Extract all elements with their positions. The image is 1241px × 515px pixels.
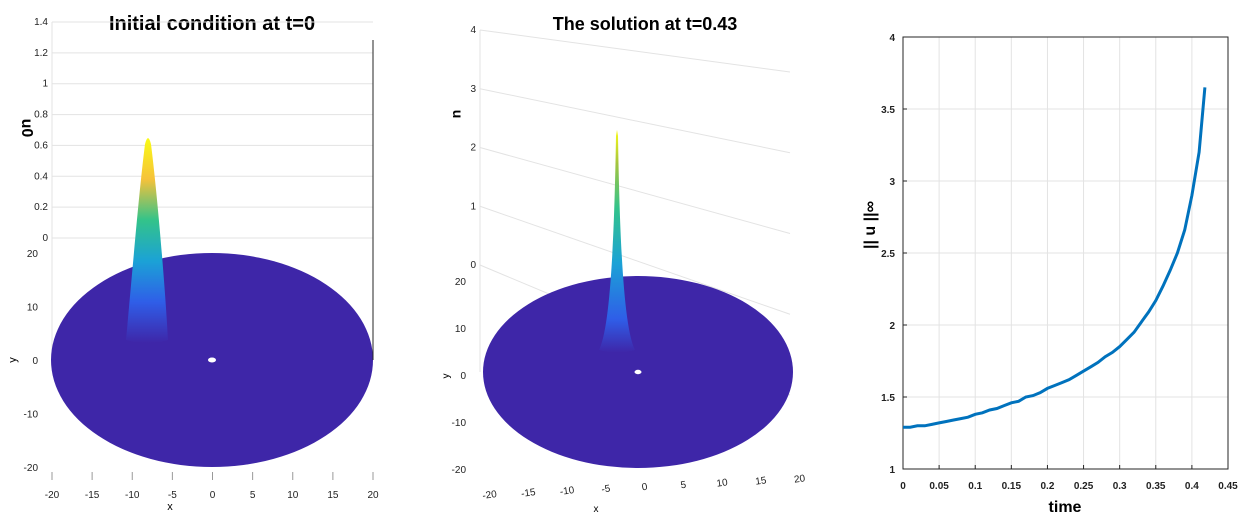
panel2-z-tick-label: 3: [470, 84, 476, 95]
panel3-y-tick-label: 1.5: [881, 393, 895, 404]
panel3-x-tick-label: 0.1: [968, 481, 982, 492]
panel2-x-tick-label: 0: [641, 482, 648, 494]
panel2-y-ticks: -20 -10 0 10 20: [452, 277, 467, 476]
panel3-y-tick-label: 4: [889, 33, 895, 44]
panel2-z-tick-label: 4: [470, 25, 476, 36]
panel1-surface-peak: [126, 138, 168, 343]
panel1-x-tick-label: -20: [45, 490, 60, 501]
panel1-z-tick-label: 0.4: [34, 171, 48, 182]
panel1-y-tick-label: 0: [32, 356, 38, 367]
panel2-y-tick-label: 10: [455, 324, 467, 335]
panel1-y-tick-label: -20: [24, 463, 39, 474]
panel2-y-tick-label: -10: [452, 418, 467, 429]
panel1-z-tick-label: 1.4: [34, 17, 48, 28]
panel1-x-label: x: [167, 501, 173, 513]
panel3-x-tick-label: 0.4: [1185, 481, 1199, 492]
panel2-y-label: y: [441, 374, 452, 379]
panel3-y-tick-label: 2: [889, 321, 895, 332]
panel1-z-ticks: 0 0.2 0.4 0.6 0.8 1 1.2 1.4: [34, 17, 48, 244]
panel2-x-tick-label: -20: [482, 489, 498, 502]
panel1-x-tick-label: 10: [287, 490, 299, 501]
panel3-x-label: time: [1049, 499, 1082, 515]
panel1-z-label: u0: [18, 119, 35, 138]
panel1-x-tick-label: 15: [327, 490, 339, 501]
panel1-y-tick-label: -10: [24, 410, 39, 421]
panel2-y-tick-label: 0: [460, 371, 466, 382]
panel2-z-label: u: [450, 110, 466, 119]
panel3-y-tick-label: 3.5: [881, 105, 895, 116]
panel1-y-ticks: -20 -10 0 10 20: [24, 249, 39, 474]
panel1-y-tick-label: 10: [27, 303, 39, 314]
panel2-center-hole: [634, 369, 642, 375]
panel1-x-tick-label: 0: [210, 490, 216, 501]
panel2-title: The solution at t=0.43: [553, 14, 738, 34]
panel3-x-tick-label: 0.45: [1218, 481, 1238, 492]
panel2-z-gridline: [479, 205, 791, 315]
panel2-y-tick-label: -20: [452, 465, 467, 476]
panel1-x-tick-label: 5: [250, 490, 256, 501]
panel2-z-ticks: 0 1 2 3 4: [470, 25, 476, 271]
panel3-y-tick-label: 3: [889, 177, 895, 188]
panel2-z-tick-label: 0: [470, 260, 476, 271]
panel1-z-tick-label: 1: [42, 79, 48, 90]
panel1-z-tick-label: 0: [42, 233, 48, 244]
panel1-x-ticks: -20 -15 -10 -5 0 5 10 15 20: [45, 472, 379, 501]
panel1-x-tick-label: 20: [367, 490, 379, 501]
panel2-x-tick-label: -10: [559, 485, 575, 498]
panel3-x-tick-label: 0.3: [1113, 481, 1127, 492]
panel2-x-tick-label: 20: [793, 473, 806, 486]
panel1-x-tick-label: -15: [85, 490, 100, 501]
panel-initial-condition: Initial condition at t=0 0 0.2 0.4 0.6 0.8 1 1…: [7, 13, 379, 513]
panel3-x-tick-label: 0.2: [1040, 481, 1054, 492]
panel2-x-ticks: -20 -15 -10 -5 0 5 10 15 20: [482, 473, 807, 502]
panel1-y-label: y: [7, 357, 19, 363]
panel3-x-tick-label: 0.05: [929, 481, 949, 492]
panel3-y-label: || u ||∞: [862, 201, 879, 249]
panel1-z-tick-label: 0.6: [34, 140, 48, 151]
panel3-x-tick-label: 0: [900, 481, 906, 492]
panel2-z-tick-label: 1: [470, 201, 476, 212]
panel3-x-ticks: 0 0.05 0.1 0.15 0.2 0.25 0.3 0.35 0.4 0.45: [900, 465, 1238, 492]
panel2-x-tick-label: -5: [601, 483, 612, 495]
panel3-grid: [902, 36, 1229, 470]
panel2-x-label: x: [594, 504, 599, 515]
panel-solution: The solution at t=0.43 0 1 2 3 4 u -20 -10 0 10…: [441, 14, 806, 515]
panel2-y-tick-label: 20: [455, 277, 467, 288]
panel2-z-gridline: [479, 88, 791, 154]
panel1-x-tick-label: -5: [168, 490, 177, 501]
panel3-y-ticks: 1 1.5 2 2.5 3 3.5 4: [881, 33, 907, 476]
panel2-x-tick-label: 15: [755, 475, 768, 488]
panel2-z-tick-label: 2: [470, 143, 476, 154]
panel1-y-tick-label: 20: [27, 249, 39, 260]
panel1-center-hole: [208, 357, 216, 363]
panel3-y-tick-label: 2.5: [881, 249, 895, 260]
panel2-x-tick-label: 5: [680, 480, 687, 492]
panel1-z-tick-label: 0.8: [34, 110, 48, 121]
panel1-x-tick-label: -10: [125, 490, 140, 501]
panel1-title: Initial condition at t=0: [109, 13, 315, 35]
panel1-z-tick-label: 0.2: [34, 202, 48, 213]
panel3-x-tick-label: 0.35: [1146, 481, 1166, 492]
panel-norm-vs-time: 0 0.05 0.1 0.15 0.2 0.25 0.3 0.35 0.4 0.45 1 1.5 2 2…: [862, 33, 1238, 515]
panel2-surface-peak: [599, 129, 635, 353]
panel1-grid: [51, 21, 373, 360]
panel3-series-line: [903, 87, 1207, 429]
panel3-x-tick-label: 0.25: [1074, 481, 1094, 492]
panel2-z-gridline: [479, 29, 791, 73]
panel2-z-gridline: [479, 147, 791, 234]
panel2-x-tick-label: 10: [716, 477, 729, 490]
panel1-z-tick-label: 1.2: [34, 48, 48, 59]
panel3-y-tick-label: 1: [889, 465, 895, 476]
panel3-x-tick-label: 0.15: [1002, 481, 1022, 492]
panel2-x-tick-label: -15: [520, 487, 536, 500]
